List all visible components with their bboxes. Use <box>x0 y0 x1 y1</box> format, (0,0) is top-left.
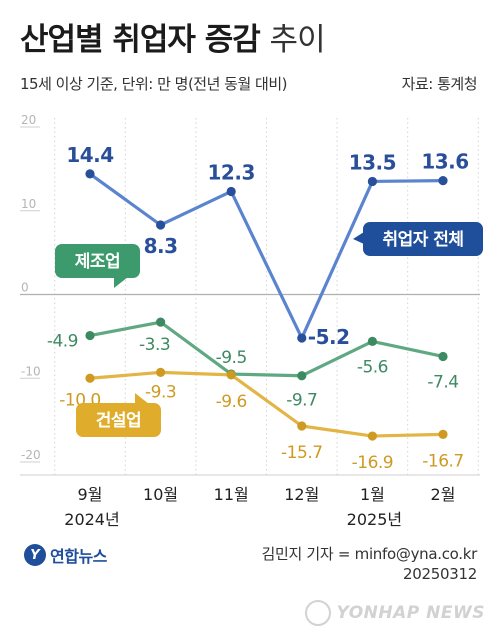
date-line: 20250312 <box>403 565 477 583</box>
data-point <box>297 333 307 343</box>
total-employed-tag-tail <box>353 232 364 244</box>
total-employed-tag-text: 취업자 전체 <box>382 229 463 250</box>
reporter-credit: 김민지 기자 = minfo@yna.co.kr 20250312 <box>261 544 477 584</box>
construction-tag-bg <box>76 403 161 437</box>
watermark-text: YONHAP NEWS <box>336 603 485 623</box>
data-label: -16.9 <box>352 453 394 473</box>
y-tick-label: 0 <box>21 281 29 295</box>
x-tick-label: 11월 <box>214 485 249 504</box>
yonhap-logo-icon: Y <box>24 544 46 566</box>
year-label: 2025년 <box>347 510 402 529</box>
data-label: 13.6 <box>421 150 468 174</box>
manufacturing-tag-bg <box>55 244 140 278</box>
title-bold: 산업별 취업자 증감 <box>20 22 261 58</box>
data-label: -9.6 <box>216 392 247 412</box>
title-light: 추이 <box>269 22 326 58</box>
data-label: -15.7 <box>281 443 323 463</box>
data-point <box>438 351 448 362</box>
watermark-icon <box>304 600 331 626</box>
data-label: -5.6 <box>357 357 388 377</box>
year-label: 2024년 <box>64 510 119 529</box>
x-tick-label: 12월 <box>284 485 319 504</box>
data-label: 8.3 <box>144 234 178 258</box>
data-point <box>438 176 448 186</box>
x-tick-label: 10월 <box>143 485 178 504</box>
data-point <box>297 371 307 381</box>
y-tick-label: -20 <box>21 448 41 462</box>
data-label: -4.9 <box>47 332 78 352</box>
data-point <box>226 186 236 197</box>
data-label: -9.7 <box>286 391 317 411</box>
data-point <box>367 431 377 441</box>
data-point <box>438 429 448 439</box>
reporter-line: 김민지 기자 = minfo@yna.co.kr <box>261 545 477 563</box>
x-tick-label: 2월 <box>431 485 456 504</box>
data-point <box>156 367 166 377</box>
series-line <box>89 172 444 340</box>
data-label: 14.4 <box>66 143 113 167</box>
construction-tag-tail <box>135 393 149 404</box>
data-label: 12.3 <box>208 160 255 184</box>
y-tick-label: -10 <box>21 364 41 378</box>
source-label: 자료: 통계청 <box>401 75 478 93</box>
data-label: -9.5 <box>216 348 247 368</box>
series-line <box>89 320 444 378</box>
total-employed-tag-bg <box>363 222 483 256</box>
y-tick-label: 10 <box>21 197 36 211</box>
data-point <box>297 421 307 431</box>
data-label: -5.2 <box>308 325 350 349</box>
series-line <box>89 370 444 438</box>
x-tick-label: 9월 <box>78 485 103 504</box>
construction-tag-text: 건설업 <box>96 411 141 431</box>
manufacturing-tag-text: 제조업 <box>75 252 120 272</box>
watermark: YONHAP NEWS <box>304 600 485 626</box>
data-point <box>156 220 166 230</box>
page-title: 산업별 취업자 증감 추이 <box>20 14 326 59</box>
data-point <box>85 330 95 341</box>
data-label: -9.3 <box>145 382 176 402</box>
data-point <box>226 370 236 380</box>
data-label: -7.4 <box>427 372 458 392</box>
data-label: -16.7 <box>422 451 464 471</box>
manufacturing-tag-tail <box>114 277 128 288</box>
data-point <box>156 317 166 327</box>
line-chart: 20 10 0 -10 -20 14.4 8.3 12.3 -5.2 13.5 13.6 -4.9 -3… <box>20 113 483 529</box>
data-point <box>367 336 377 346</box>
yonhap-logo-text: 연합뉴스 <box>50 547 107 566</box>
data-point <box>85 169 95 179</box>
chart-subtitle: 15세 이상 기준, 단위: 만 명(전년 동월 대비) <box>20 75 288 93</box>
x-tick-label: 1월 <box>360 485 385 504</box>
data-label: 13.5 <box>349 150 396 174</box>
yonhap-logo: Y 연합뉴스 <box>24 543 107 567</box>
data-point <box>85 373 95 383</box>
data-label: -3.3 <box>139 335 170 355</box>
y-tick-label: 20 <box>21 113 36 127</box>
data-point <box>367 176 377 187</box>
